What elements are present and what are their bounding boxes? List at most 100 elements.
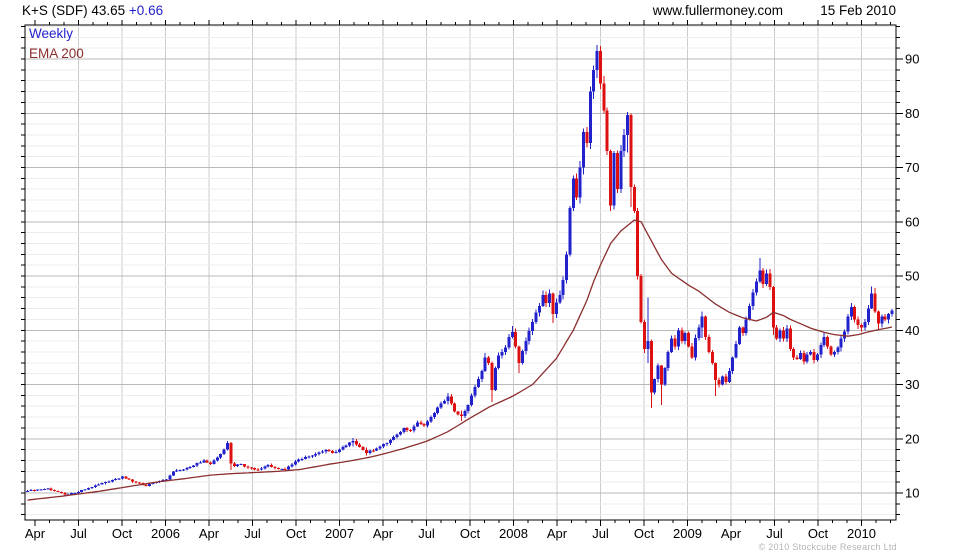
candle (331, 450, 335, 453)
candle (449, 396, 453, 404)
candle (354, 440, 358, 445)
candle (683, 332, 687, 342)
candle (751, 292, 755, 306)
candle (473, 387, 477, 396)
candles-layer (26, 44, 894, 496)
candle (181, 469, 185, 471)
candle (741, 327, 745, 333)
candle (56, 491, 60, 493)
candle (866, 308, 870, 323)
candle (819, 344, 823, 355)
x-axis-label: Oct (112, 526, 133, 541)
candle (171, 471, 175, 476)
candle (761, 270, 765, 285)
candle (63, 492, 67, 495)
candle (768, 273, 772, 287)
candle (676, 330, 680, 347)
candle (436, 407, 440, 414)
candle (337, 449, 341, 452)
candle (442, 401, 446, 404)
candle (87, 488, 91, 490)
candle (870, 293, 874, 309)
candle (663, 368, 667, 385)
candle (385, 443, 389, 445)
candle (341, 447, 345, 450)
candle (483, 357, 487, 371)
candle (426, 421, 430, 426)
candle (771, 286, 775, 328)
candle (405, 427, 409, 431)
candle (853, 306, 857, 320)
candle (812, 351, 816, 361)
candle (324, 450, 328, 452)
candle (890, 310, 894, 314)
candle (131, 479, 135, 482)
candle (46, 488, 50, 490)
candle (446, 396, 450, 402)
candle (392, 436, 396, 441)
candle (93, 485, 97, 488)
candle (622, 134, 626, 152)
candle (575, 178, 579, 198)
candle (690, 346, 694, 358)
candle (514, 331, 518, 347)
candle (822, 336, 826, 345)
x-axis-label: Apr (547, 526, 568, 541)
candle (276, 468, 280, 470)
candle (656, 365, 660, 380)
candle (510, 331, 514, 337)
x-axis-label: Apr (373, 526, 394, 541)
axis-ticks-layer (21, 20, 903, 526)
candle (507, 336, 511, 348)
legend-weekly-label: Weekly (29, 26, 74, 41)
symbol-title: K+S (SDF) 43.65 (22, 3, 129, 18)
candle (49, 488, 53, 491)
candle (626, 114, 630, 135)
candle (846, 316, 850, 332)
candle (643, 322, 647, 350)
candle (310, 455, 314, 457)
candle (151, 482, 155, 485)
candle (646, 341, 650, 350)
candle (36, 489, 40, 491)
candle (273, 466, 277, 469)
candle (470, 395, 474, 406)
candle (795, 357, 799, 360)
candle (605, 110, 609, 152)
x-axis-label: Oct (460, 526, 481, 541)
candle (32, 490, 36, 492)
page-title: K+S (SDF) 43.65 +0.66 (22, 3, 163, 18)
candle (680, 330, 684, 342)
candle (815, 354, 819, 361)
candle (439, 403, 443, 408)
legend-item-ema: EMA 200 (29, 47, 84, 61)
candle (198, 462, 202, 464)
grid-horizontal-layer (25, 25, 896, 516)
candle (765, 273, 769, 285)
x-axis-label: 2006 (151, 526, 180, 541)
chart-date: 15 Feb 2010 (820, 3, 896, 18)
candle (229, 443, 233, 464)
x-axis-label: Oct (808, 526, 829, 541)
candle (307, 456, 311, 458)
candle (456, 411, 460, 415)
candle (70, 493, 74, 495)
candle (97, 484, 101, 486)
candle (632, 187, 636, 211)
candle (168, 475, 172, 480)
x-axis-label: Oct (634, 526, 655, 541)
candle (558, 294, 562, 303)
y-axis-label: 90 (905, 52, 919, 67)
candle (673, 338, 677, 347)
candle (226, 443, 230, 450)
candle (419, 422, 423, 425)
x-axis-label: Apr (721, 526, 742, 541)
candle (581, 132, 585, 168)
candle (524, 341, 528, 351)
candle (314, 453, 318, 456)
x-axis-label: 2008 (499, 526, 528, 541)
candle (792, 349, 796, 358)
candle (737, 327, 741, 344)
candle (887, 313, 891, 320)
candle (541, 294, 545, 306)
